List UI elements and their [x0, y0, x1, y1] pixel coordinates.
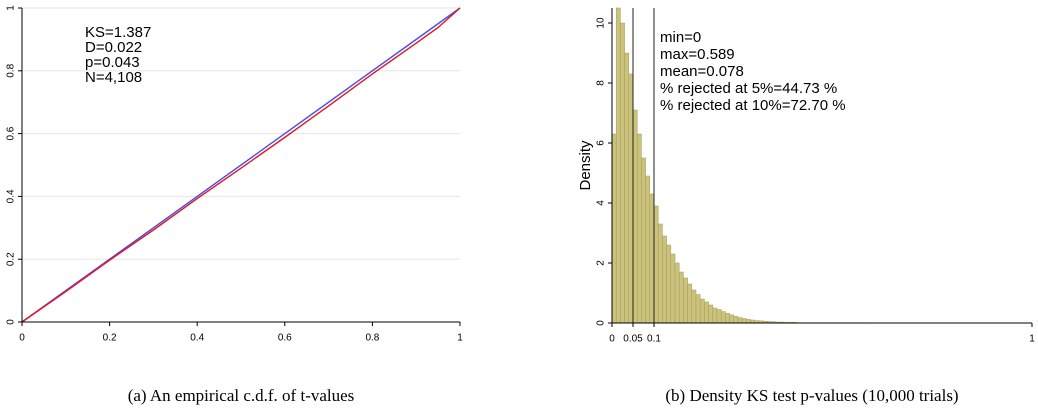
x-tick-label: 0.1 — [647, 334, 661, 345]
bar — [620, 22, 625, 324]
y-tick-label: 0.4 — [6, 189, 17, 203]
x-tick-label: 0 — [609, 334, 615, 345]
y-tick-label: 2 — [596, 260, 607, 266]
bar — [662, 235, 667, 324]
bar — [733, 316, 739, 324]
caption: (b) Density KS test p-values (10,000 tri… — [665, 386, 958, 405]
bar — [708, 304, 714, 324]
y-tick-label: 4 — [596, 200, 607, 206]
bar — [704, 301, 709, 324]
annotation: max=0.589 — [660, 46, 735, 63]
bar — [628, 73, 634, 324]
bar — [716, 309, 722, 324]
bar — [615, 7, 621, 324]
bar — [741, 318, 747, 324]
bar — [712, 307, 718, 324]
annotation: D=0.022 — [85, 39, 142, 56]
bar — [725, 313, 730, 324]
bar — [666, 244, 672, 324]
bar — [657, 223, 663, 324]
caption: (a) An empirical c.d.f. of t-values — [128, 386, 355, 405]
x-tick-label: 0 — [19, 333, 25, 344]
bar — [645, 175, 651, 324]
bar — [649, 193, 655, 324]
y-tick-label: 6 — [596, 140, 607, 146]
annotation: % rejected at 5%=44.73 % — [660, 80, 837, 97]
annotation: mean=0.078 — [660, 63, 744, 80]
bar — [611, 133, 617, 324]
bar — [678, 271, 684, 324]
y-tick-label: 0.2 — [6, 252, 17, 266]
bar — [737, 317, 743, 324]
x-tick-label: 0.05 — [623, 334, 643, 345]
y-tick-label: 0.6 — [6, 126, 17, 140]
bar — [670, 253, 676, 324]
bar — [683, 277, 688, 324]
bar — [691, 289, 697, 324]
x-tick-label: 1 — [457, 333, 463, 344]
x-tick-label: 0.2 — [103, 333, 117, 344]
bar — [624, 52, 630, 324]
y-tick-label: 0 — [596, 320, 607, 326]
y-tick-label: 1 — [6, 5, 17, 11]
bar — [653, 205, 659, 324]
y-tick-label: 8 — [596, 80, 607, 86]
annotation: % rejected at 10%=72.70 % — [660, 97, 846, 114]
x-tick-label: 0.6 — [278, 333, 292, 344]
line — [21, 7, 461, 323]
bar — [695, 294, 701, 324]
y-tick-label: 10 — [596, 17, 607, 29]
annotation: N=4,108 — [85, 69, 142, 86]
bar — [632, 109, 638, 324]
bar — [687, 283, 693, 324]
bar — [746, 319, 751, 324]
annotation: KS=1.387 — [85, 24, 151, 41]
x-tick-label: 1 — [1029, 334, 1035, 345]
bar — [699, 298, 705, 324]
bar — [720, 311, 726, 324]
bar — [636, 133, 642, 324]
y-tick-label: 0 — [6, 319, 17, 325]
annotation: p=0.043 — [85, 54, 140, 71]
y-tick-label: 0.8 — [6, 63, 17, 77]
bar — [641, 157, 646, 324]
bar — [674, 262, 680, 324]
x-tick-label: 0.4 — [190, 333, 204, 344]
bar — [729, 314, 735, 324]
annotation: min=0 — [660, 29, 701, 46]
line — [21, 7, 461, 323]
y-axis-label: Density — [577, 140, 594, 191]
x-tick-label: 0.8 — [365, 333, 379, 344]
